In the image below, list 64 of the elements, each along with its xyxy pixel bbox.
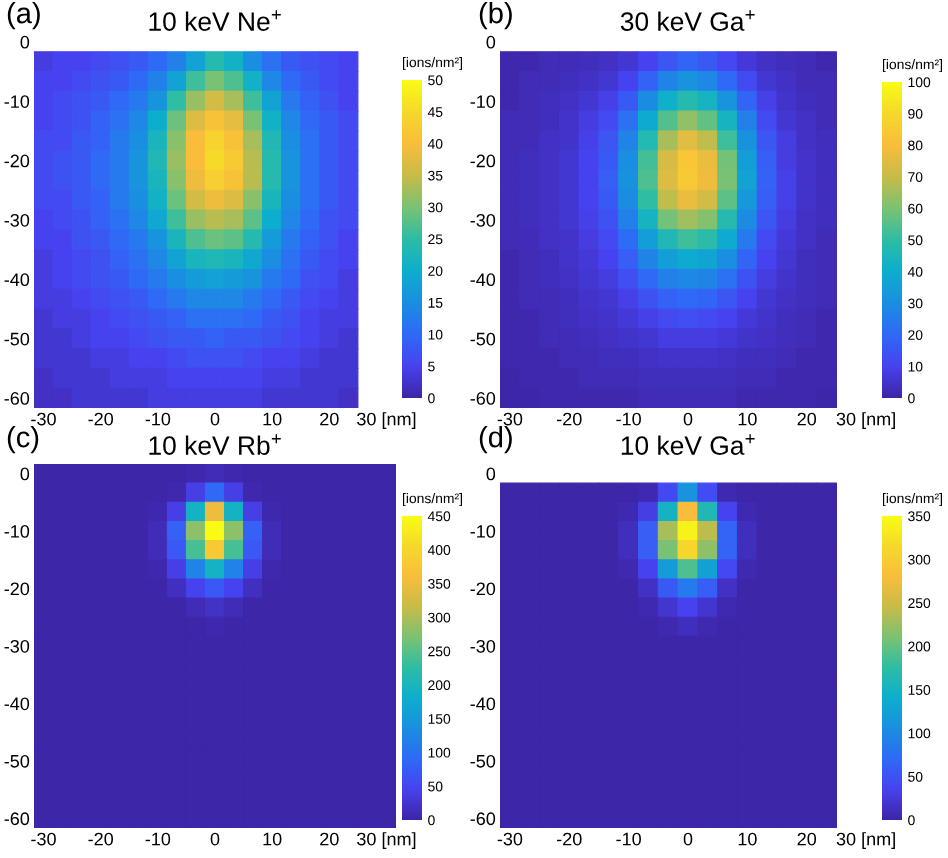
x-tick-label: -20 <box>557 412 582 426</box>
x-tick-label: 0 <box>683 832 693 846</box>
x-tick-label: 0 <box>210 832 220 846</box>
x-tick-label: 10 <box>263 412 282 426</box>
y-tick-label: -40 <box>4 697 30 711</box>
x-tick-label: -10 <box>145 832 171 846</box>
x-tick-label: 30 [nm] <box>357 832 416 849</box>
x-tick-label: 10 <box>263 832 282 846</box>
y-tick-label: -30 <box>470 213 496 227</box>
y-tick-label: -40 <box>470 273 496 287</box>
y-tick-label: 0 <box>486 35 496 49</box>
y-tick-label: -60 <box>470 392 496 405</box>
chart-title: 10 keV Ga$^{+}$ <box>621 434 755 455</box>
y-tick-label: -50 <box>4 332 30 346</box>
x-tick-label: -30 <box>497 832 523 846</box>
y-tick-label: 0 <box>20 467 30 481</box>
x-tick-label: 30 [nm] <box>836 412 895 429</box>
y-tick-label: -10 <box>4 95 30 108</box>
x-tick-label: 30 [nm] <box>836 832 895 849</box>
x-tick-label: 20 <box>320 412 339 426</box>
y-tick-label: 0 <box>486 467 496 481</box>
y-tick-label: -30 <box>4 639 30 653</box>
chart-title: 30 keV Ga$^{+}$ <box>620 10 755 31</box>
x-tick-label: -20 <box>88 832 114 846</box>
x-tick-label: -30 <box>31 412 56 426</box>
y-tick-label: -20 <box>4 582 30 596</box>
y-tick-label: -20 <box>4 154 30 168</box>
y-tick-label: -40 <box>4 273 30 287</box>
x-tick-label: -30 <box>31 832 56 846</box>
x-tick-label: -30 <box>497 412 523 426</box>
y-tick-label: -20 <box>470 582 496 596</box>
x-tick-label: 20 <box>797 832 817 846</box>
x-tick-label: -10 <box>145 412 171 426</box>
text: (c) <box>7 426 39 454</box>
x-tick-label: 20 <box>320 832 339 846</box>
x-tick-label: -10 <box>616 832 641 846</box>
y-tick-label: -40 <box>470 697 496 711</box>
y-tick-label: -60 <box>4 812 30 826</box>
x-tick-label: 10 <box>738 832 757 846</box>
x-tick-label: 10 <box>738 412 757 426</box>
x-tick-label: -10 <box>616 412 641 426</box>
x-tick-label: -20 <box>88 412 114 426</box>
y-tick-label: -30 <box>4 213 30 227</box>
y-tick-label: -50 <box>470 754 496 768</box>
y-tick-label: -50 <box>470 332 496 346</box>
y-tick-label: -30 <box>470 639 496 653</box>
x-tick-label: -20 <box>557 832 582 846</box>
y-tick-label: -10 <box>4 524 30 538</box>
y-tick-label: -60 <box>470 812 496 826</box>
y-tick-label: -10 <box>470 95 496 108</box>
x-tick-label: 20 <box>797 412 817 426</box>
text: (b) <box>479 2 512 30</box>
chart-title: 10 keV Rb$^{+}$ <box>149 434 281 455</box>
x-tick-label: 0 <box>210 412 220 426</box>
text: (a) <box>7 2 40 30</box>
x-tick-label: 30 [nm] <box>357 412 416 429</box>
text: (d) <box>479 426 512 454</box>
y-tick-label: -10 <box>470 524 496 538</box>
x-tick-label: 0 <box>683 412 693 426</box>
y-tick-label: -20 <box>470 154 496 168</box>
y-tick-label: 0 <box>20 35 30 49</box>
chart-title: 10 keV Ne$^{+}$ <box>149 10 281 31</box>
y-tick-label: -50 <box>4 754 30 768</box>
y-tick-label: -60 <box>4 392 30 405</box>
